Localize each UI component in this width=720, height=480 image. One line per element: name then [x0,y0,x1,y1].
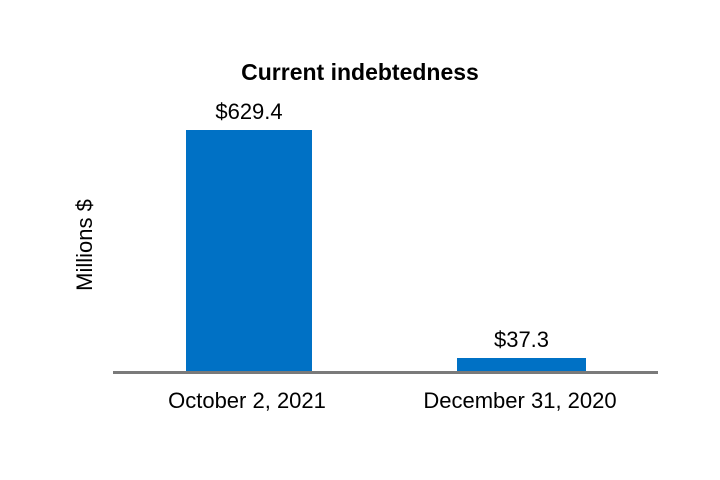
bar-value-label: $629.4 [215,99,283,124]
bar-value-label: $37.3 [493,327,550,352]
x-axis-line [113,371,658,374]
y-axis-label-text: Millions $ [72,199,97,291]
x-axis-category-label: October 2, 2021 [168,388,326,413]
bar-october-2-2021 [186,130,312,372]
bar-december-31-2020 [457,358,586,372]
chart-title: Current indebtedness [241,59,479,85]
x-axis-category-label: December 31, 2020 [423,388,617,413]
